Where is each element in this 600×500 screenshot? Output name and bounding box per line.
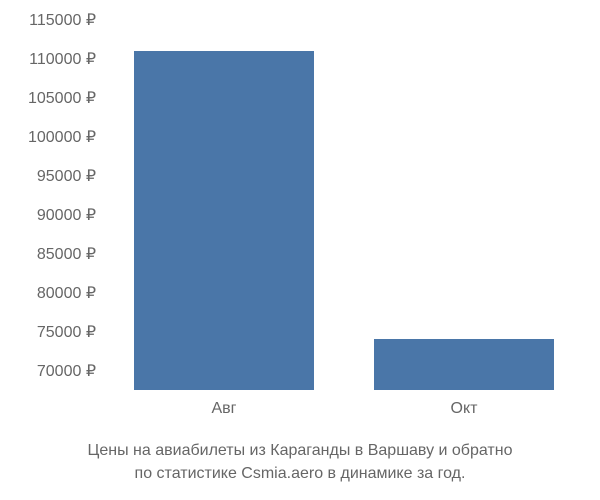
- y-tick-label: 85000 ₽: [37, 244, 96, 264]
- caption-line-1: Цены на авиабилеты из Караганды в Варшав…: [88, 442, 513, 459]
- x-tick-label: Окт: [451, 400, 478, 418]
- y-tick-label: 100000 ₽: [28, 127, 96, 147]
- y-tick-label: 110000 ₽: [29, 49, 96, 69]
- caption-line-2: по статистике Csmia.aero в динамике за г…: [135, 465, 466, 482]
- y-tick-label: 90000 ₽: [37, 205, 96, 225]
- bar: [374, 339, 554, 390]
- y-tick-label: 95000 ₽: [37, 166, 96, 186]
- y-tick-label: 70000 ₽: [37, 361, 96, 381]
- y-tick-label: 105000 ₽: [28, 88, 96, 108]
- x-tick-label: Авг: [211, 400, 236, 418]
- plot-area: [104, 20, 584, 390]
- chart-container: 70000 ₽ 75000 ₽ 80000 ₽ 85000 ₽ 90000 ₽ 95000…: [0, 0, 600, 500]
- bar: [134, 51, 314, 390]
- y-tick-label: 80000 ₽: [37, 283, 96, 303]
- y-tick-label: 115000 ₽: [29, 10, 96, 30]
- chart-caption: Цены на авиабилеты из Караганды в Варшав…: [0, 440, 600, 485]
- y-tick-label: 75000 ₽: [37, 322, 96, 342]
